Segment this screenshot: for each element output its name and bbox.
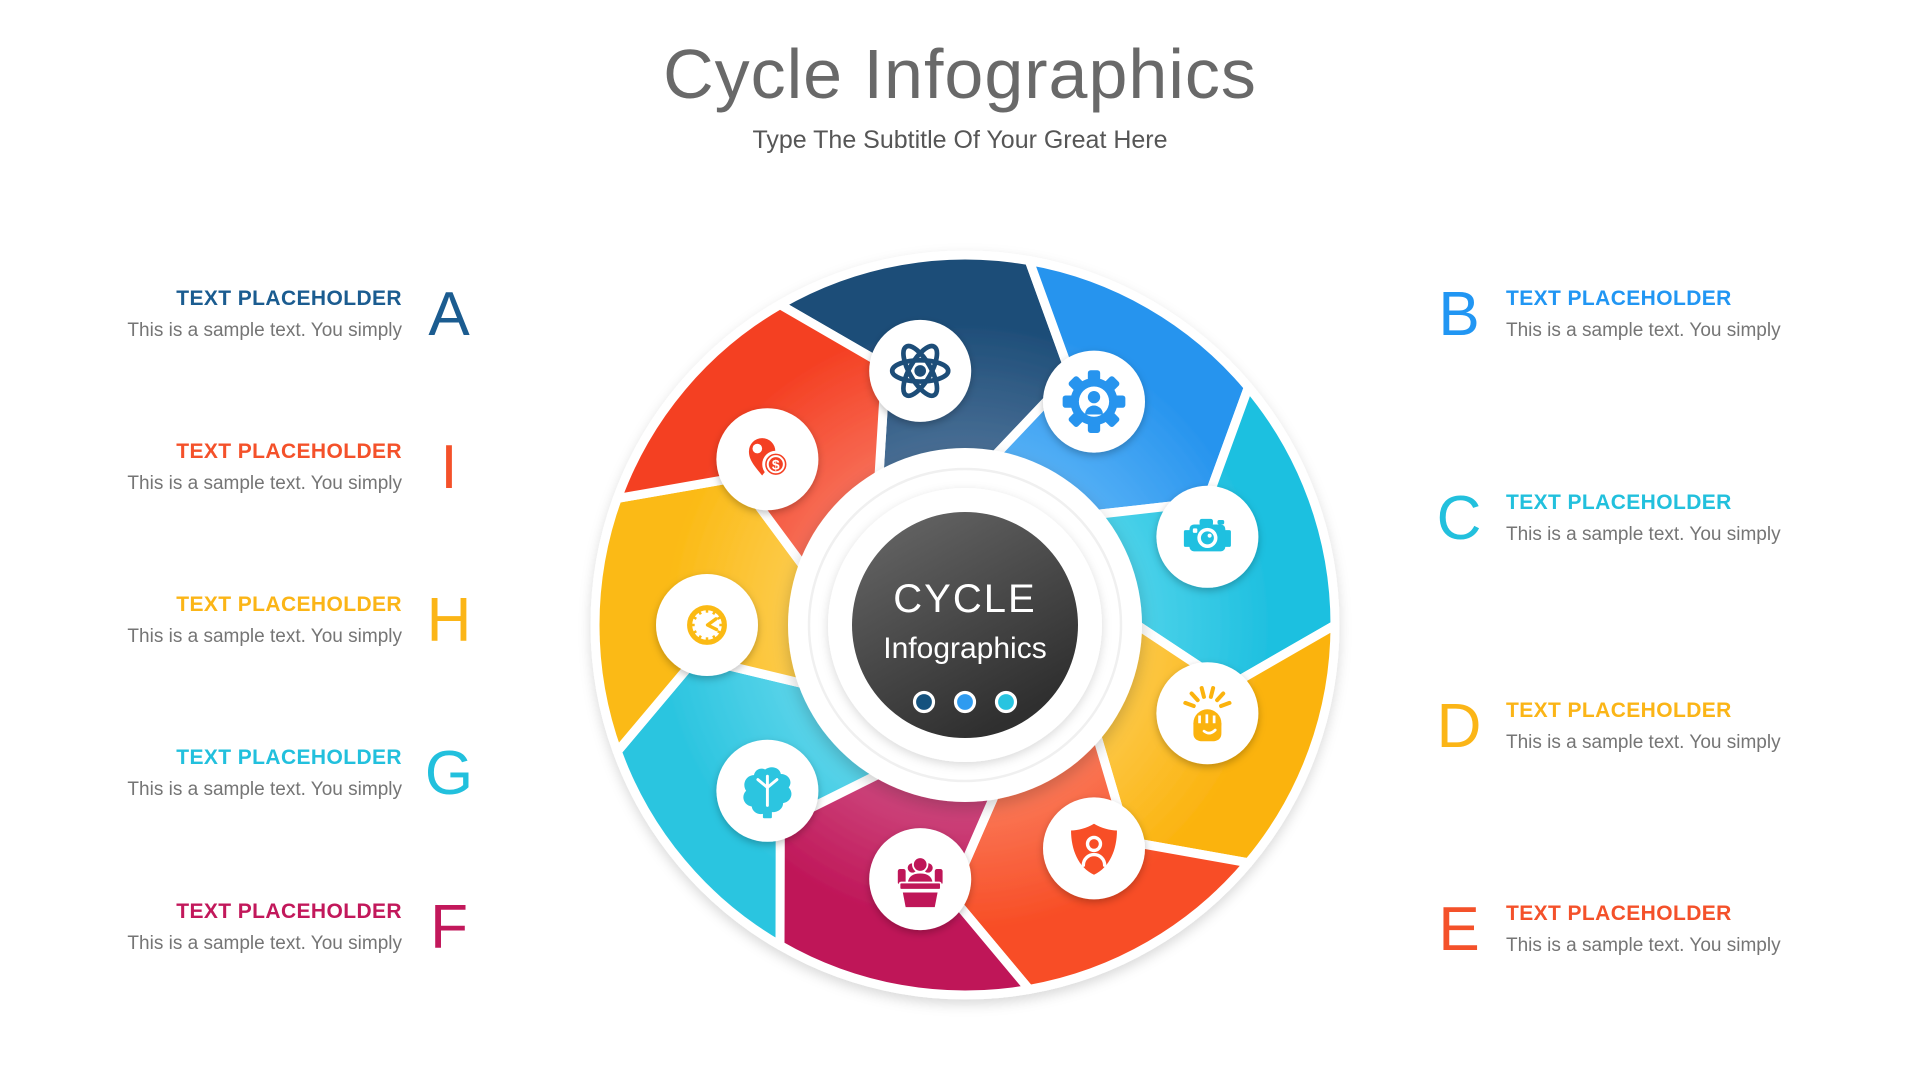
item-letter-e: E bbox=[1438, 895, 1480, 964]
placeholder-item-e[interactable]: E TEXT PLACEHOLDER This is a sample text. … bbox=[1426, 899, 1862, 961]
item-body-text[interactable]: This is a sample text. You simply bbox=[127, 933, 402, 955]
shield-user-icon bbox=[1043, 797, 1145, 900]
placeholder-item-f[interactable]: TEXT PLACEHOLDER This is a sample text. Y… bbox=[58, 897, 482, 959]
placeholder-item-c[interactable]: C TEXT PLACEHOLDER This is a sample text. … bbox=[1426, 488, 1862, 550]
item-heading[interactable]: TEXT PLACEHOLDER bbox=[176, 746, 402, 770]
item-letter-b: B bbox=[1438, 280, 1480, 349]
item-text-block: TEXT PLACEHOLDER This is a sample text. Y… bbox=[58, 439, 402, 497]
item-heading[interactable]: TEXT PLACEHOLDER bbox=[1506, 287, 1732, 311]
wheel-center: CYCLE Infographics bbox=[788, 448, 1142, 802]
pin-dollar-icon: $ bbox=[716, 408, 819, 511]
item-body-text[interactable]: This is a sample text. You simply bbox=[127, 779, 402, 801]
clock-icon bbox=[656, 574, 758, 676]
item-letter-f: F bbox=[430, 893, 468, 962]
atom-icon bbox=[869, 319, 972, 422]
item-body-text[interactable]: This is a sample text. You simply bbox=[1506, 320, 1781, 342]
item-heading[interactable]: TEXT PLACEHOLDER bbox=[176, 287, 402, 311]
item-text-block: TEXT PLACEHOLDER This is a sample text. Y… bbox=[1506, 901, 1862, 959]
item-letter-i: I bbox=[440, 433, 458, 502]
center-subtitle: Infographics bbox=[883, 632, 1046, 665]
slide-title[interactable]: Cycle Infographics bbox=[663, 35, 1257, 113]
item-body-text[interactable]: This is a sample text. You simply bbox=[127, 320, 402, 342]
item-heading[interactable]: TEXT PLACEHOLDER bbox=[176, 440, 402, 464]
center-dot-3 bbox=[994, 690, 1018, 714]
item-text-block: TEXT PLACEHOLDER This is a sample text. Y… bbox=[58, 592, 402, 650]
camera-icon bbox=[1156, 485, 1259, 588]
placeholder-item-i[interactable]: TEXT PLACEHOLDER This is a sample text. Y… bbox=[58, 437, 482, 499]
item-heading[interactable]: TEXT PLACEHOLDER bbox=[1506, 902, 1732, 926]
brain-turbine-icon bbox=[716, 739, 819, 842]
people-desk-icon bbox=[869, 828, 972, 931]
item-heading[interactable]: TEXT PLACEHOLDER bbox=[176, 900, 402, 924]
center-dot-2 bbox=[953, 690, 977, 714]
item-text-block: TEXT PLACEHOLDER This is a sample text. Y… bbox=[58, 899, 402, 957]
placeholder-item-h[interactable]: TEXT PLACEHOLDER This is a sample text. Y… bbox=[58, 590, 482, 652]
center-dot-1 bbox=[912, 690, 936, 714]
item-letter-d: D bbox=[1436, 692, 1482, 761]
placeholder-item-b[interactable]: B TEXT PLACEHOLDER This is a sample text. … bbox=[1426, 284, 1862, 346]
item-body-text[interactable]: This is a sample text. You simply bbox=[1506, 935, 1781, 957]
fist-rays-icon bbox=[1156, 662, 1259, 765]
placeholder-item-a[interactable]: TEXT PLACEHOLDER This is a sample text. Y… bbox=[58, 284, 482, 346]
item-heading[interactable]: TEXT PLACEHOLDER bbox=[176, 593, 402, 617]
item-text-block: TEXT PLACEHOLDER This is a sample text. Y… bbox=[1506, 698, 1862, 756]
item-letter-g: G bbox=[424, 739, 474, 808]
placeholder-item-g[interactable]: TEXT PLACEHOLDER This is a sample text. Y… bbox=[58, 743, 482, 805]
center-title: CYCLE bbox=[893, 577, 1036, 621]
item-text-block: TEXT PLACEHOLDER This is a sample text. Y… bbox=[58, 745, 402, 803]
gear-user-icon bbox=[1043, 350, 1145, 453]
item-text-block: TEXT PLACEHOLDER This is a sample text. Y… bbox=[1506, 286, 1862, 344]
svg-text:$: $ bbox=[772, 456, 780, 472]
item-body-text[interactable]: This is a sample text. You simply bbox=[127, 473, 402, 495]
item-heading[interactable]: TEXT PLACEHOLDER bbox=[1506, 699, 1732, 723]
item-body-text[interactable]: This is a sample text. You simply bbox=[1506, 732, 1781, 754]
item-body-text[interactable]: This is a sample text. You simply bbox=[1506, 524, 1781, 546]
item-text-block: TEXT PLACEHOLDER This is a sample text. Y… bbox=[1506, 490, 1862, 548]
item-letter-h: H bbox=[426, 586, 472, 655]
item-text-block: TEXT PLACEHOLDER This is a sample text. Y… bbox=[58, 286, 402, 344]
item-letter-a: A bbox=[428, 280, 470, 349]
slide-subtitle[interactable]: Type The Subtitle Of Your Great Here bbox=[752, 126, 1168, 154]
item-letter-c: C bbox=[1436, 484, 1482, 553]
placeholder-item-d[interactable]: D TEXT PLACEHOLDER This is a sample text. … bbox=[1426, 696, 1862, 758]
item-body-text[interactable]: This is a sample text. You simply bbox=[127, 626, 402, 648]
item-heading[interactable]: TEXT PLACEHOLDER bbox=[1506, 491, 1732, 515]
